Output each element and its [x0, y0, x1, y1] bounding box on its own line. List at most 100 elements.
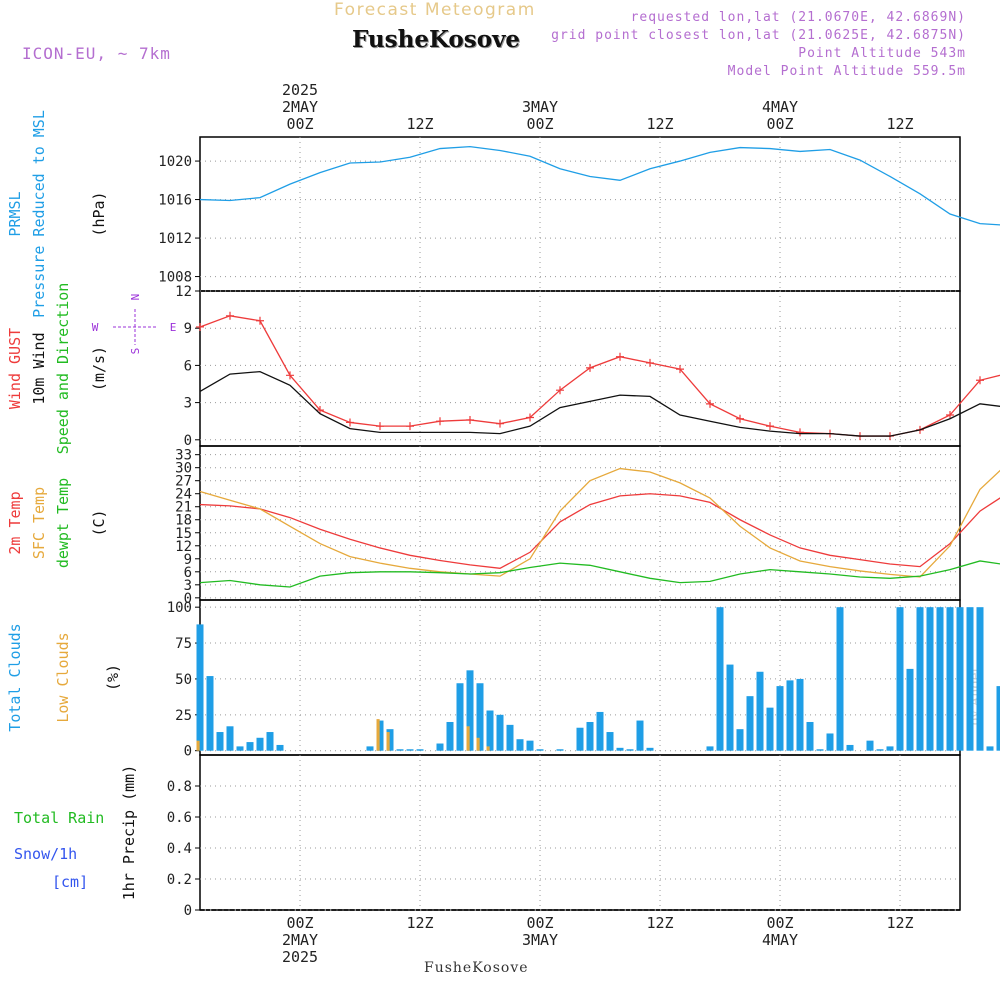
- y-axis-label: 1hr Precip (mm): [120, 765, 138, 900]
- y-tick-label: 0.4: [167, 841, 192, 857]
- gust-marker: [616, 352, 624, 361]
- gust-marker: [406, 422, 414, 431]
- total-cloud-bar: [716, 607, 724, 751]
- y-tick-label: 0.8: [167, 779, 192, 795]
- total-cloud-bar: [586, 721, 594, 751]
- y-tick-label: 12: [175, 539, 192, 555]
- panel-frame: [199, 290, 961, 447]
- total-cloud-bar: [256, 737, 264, 751]
- total-cloud-bar: [416, 749, 424, 751]
- panel-temperature: [195, 445, 1000, 601]
- total-cloud-bar: [846, 744, 854, 751]
- total-cloud-bar: [986, 746, 994, 751]
- total-cloud-bar: [496, 714, 504, 751]
- total-cloud-bar: [206, 676, 214, 751]
- y-tick-label: 15: [175, 526, 192, 542]
- total-cloud-bar: [216, 732, 224, 751]
- total-cloud-bar: [726, 664, 734, 751]
- gust-marker: [796, 428, 804, 437]
- x-label-bottom: 3MAY: [522, 931, 558, 949]
- gust-marker: [586, 363, 594, 372]
- total-cloud-bar: [396, 749, 404, 751]
- total-cloud-bar: [816, 749, 824, 751]
- gust-marker: [256, 316, 264, 325]
- panel-frame: [199, 754, 961, 911]
- y-axis-label: Total Clouds: [6, 623, 24, 731]
- closest-coords: grid point closest lon,lat (21.0625E, 42…: [551, 28, 966, 43]
- y-tick-label: 0: [184, 591, 192, 607]
- total-cloud-bar: [756, 671, 764, 751]
- footer-place: FusheKosove: [424, 960, 529, 976]
- gust-marker: [526, 413, 534, 422]
- gust-marker: [436, 417, 444, 426]
- y-tick-label: 1020: [158, 154, 192, 170]
- total-cloud-bar: [196, 624, 204, 751]
- total-cloud-bar: [456, 683, 464, 751]
- total-cloud-bar: [536, 749, 544, 751]
- total-cloud-bar: [876, 749, 884, 751]
- low-cloud-bar: [466, 726, 470, 751]
- total-cloud-bar: [926, 607, 934, 751]
- gust-marker: [766, 422, 774, 431]
- compass-w: W: [92, 321, 99, 334]
- total-cloud-bar: [636, 720, 644, 751]
- total-cloud-bar: [616, 747, 624, 751]
- compass-s: S: [129, 348, 142, 355]
- total-cloud-bar: [896, 607, 904, 751]
- compass-e: E: [170, 321, 177, 334]
- total-cloud-bar: [266, 732, 274, 751]
- y-tick-label: 21: [175, 500, 192, 516]
- y-tick-label: 27: [175, 474, 192, 490]
- x-label-bottom: 4MAY: [762, 931, 798, 949]
- total-cloud-bar: [246, 742, 254, 751]
- total-cloud-bar: [406, 749, 414, 751]
- total-cloud-bar: [646, 747, 654, 751]
- y-tick-label: 1012: [158, 231, 192, 247]
- panel-frame: [199, 136, 961, 292]
- series-2m-temp: [199, 493, 1000, 570]
- y-tick-label: 12: [175, 284, 192, 300]
- gust-marker: [376, 422, 384, 431]
- total-cloud-bar: [866, 740, 874, 751]
- y-tick-label: 9: [184, 552, 192, 568]
- x-label-top: 2MAY: [282, 98, 318, 116]
- y-axis-label: Speed and Direction: [54, 283, 72, 455]
- total-cloud-bar: [446, 721, 454, 751]
- total-cloud-bar: [956, 607, 964, 751]
- y-tick-label: 24: [175, 487, 192, 503]
- total-cloud-bar: [526, 740, 534, 751]
- total-cloud-bar: [836, 607, 844, 751]
- total-cloud-bar: [706, 746, 714, 751]
- y-axis-label: PRMSL: [6, 191, 24, 236]
- y-tick-label: 3: [184, 396, 192, 412]
- model-label: ICON-EU, ~ 7km: [22, 44, 171, 63]
- total-cloud-bar: [776, 686, 784, 751]
- y-tick-label: 0: [184, 433, 192, 449]
- x-label-bottom: 00Z: [286, 914, 313, 932]
- total-cloud-bar: [796, 678, 804, 751]
- total-cloud-bar: [466, 670, 474, 751]
- total-cloud-bar: [386, 729, 394, 751]
- x-label-bottom: 00Z: [526, 914, 553, 932]
- panel-wind: [195, 290, 1000, 447]
- gust-marker: [496, 419, 504, 428]
- y-tick-label: 18: [175, 513, 192, 529]
- y-axis-unit: (hPa): [90, 191, 108, 236]
- panel-clouds: [195, 599, 1000, 756]
- y-tick-label: 75: [175, 636, 192, 652]
- precip-legend-label: Snow/1h: [14, 845, 77, 863]
- total-cloud-bar: [626, 749, 634, 751]
- y-tick-label: 6: [184, 565, 192, 581]
- low-cloud-bar: [476, 737, 480, 751]
- panel-precip: [195, 754, 961, 911]
- x-label-bottom: 2025: [282, 948, 318, 966]
- total-cloud-bar: [806, 721, 814, 751]
- y-axis-label: 2m Temp: [6, 491, 24, 554]
- x-label-bottom: 12Z: [646, 914, 673, 932]
- y-axis-unit: (C): [90, 509, 108, 536]
- gust-marker: [466, 415, 474, 424]
- y-tick-label: 100: [167, 600, 192, 616]
- y-axis-label: dewpt Temp: [54, 478, 72, 568]
- precip-legend-label: [cm]: [52, 873, 88, 891]
- total-cloud-bar: [486, 710, 494, 751]
